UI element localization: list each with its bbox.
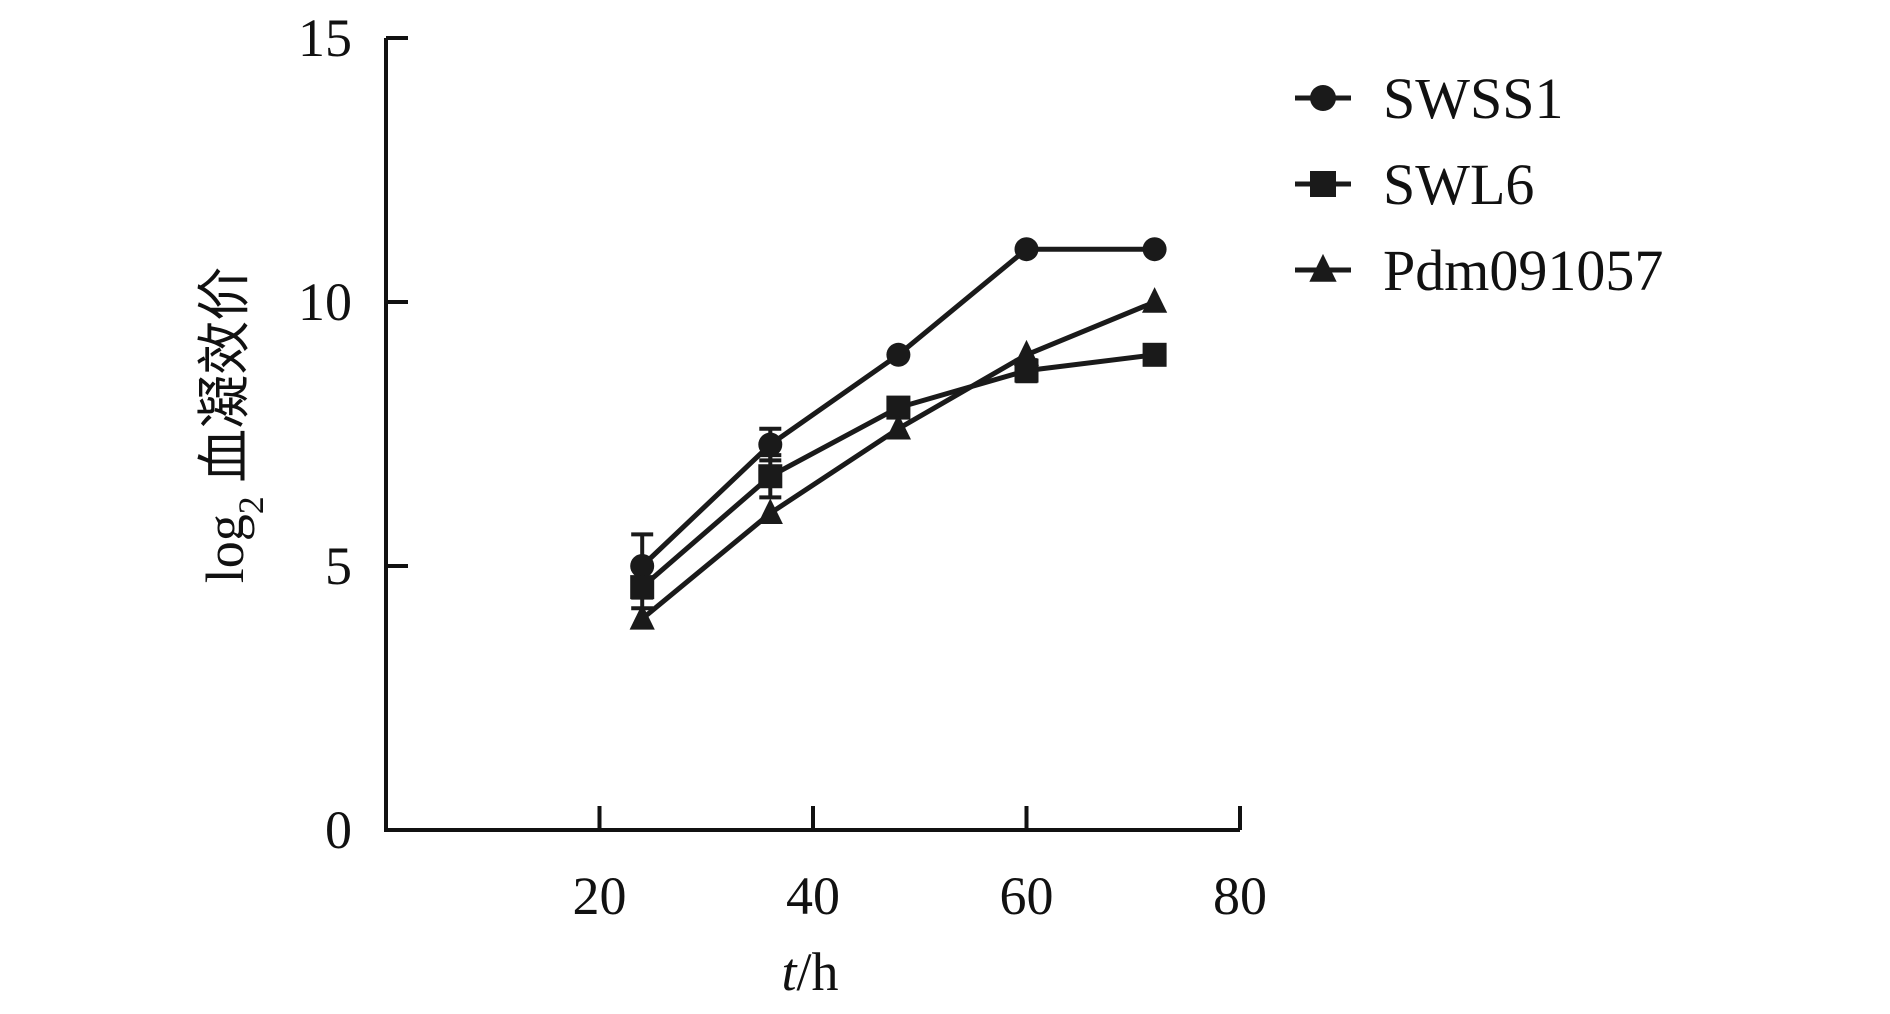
y-axis-label: log2 血凝效价 <box>195 267 271 584</box>
legend-swatch-marker <box>1310 85 1336 111</box>
data-point-swss1 <box>1014 237 1039 262</box>
data-point-pdm091057 <box>629 603 655 630</box>
data-point-pdm091057 <box>1013 339 1040 366</box>
legend: SWSS1 SWL6 Pdm091057 <box>1295 66 1663 303</box>
x-tick-label: 40 <box>786 866 840 926</box>
x-tick-label: 60 <box>1000 866 1054 926</box>
data-point-pdm091057 <box>1142 287 1168 313</box>
legend-label: SWSS1 <box>1383 66 1564 131</box>
y-axis-label-subscript: 2 <box>231 496 271 514</box>
series-swl6 <box>630 342 1167 611</box>
data-point-swss1 <box>758 432 783 457</box>
y-tick-label: 15 <box>298 8 352 68</box>
y-axis-label-text: 血凝效价 <box>195 267 255 497</box>
y-tick-label: 5 <box>325 536 352 596</box>
legend-swatch-marker <box>1309 253 1337 282</box>
x-axis-label-italic: t <box>781 942 798 1002</box>
legend-item-pdm091057: Pdm091057 <box>1295 238 1663 303</box>
y-tick-label: 0 <box>325 800 352 860</box>
data-point-pdm091057 <box>757 498 783 524</box>
legend-item-swl6: SWL6 <box>1295 152 1534 217</box>
data-point-swl6 <box>630 575 655 600</box>
x-axis-label: t/h <box>781 942 838 1002</box>
data-point-pdm091057 <box>885 413 911 440</box>
legend-item-swss1: SWSS1 <box>1295 66 1564 131</box>
x-tick-label: 80 <box>1213 866 1267 926</box>
series-layer <box>629 237 1168 630</box>
legend-swatch-marker <box>1310 171 1336 197</box>
data-point-swl6 <box>758 464 783 489</box>
y-axis-label-prefix: log <box>195 514 255 583</box>
data-point-swl6 <box>1142 342 1167 367</box>
data-point-swss1 <box>1142 237 1167 262</box>
axes: 20 40 60 80 0 5 10 15 <box>298 8 1267 926</box>
legend-label: Pdm091057 <box>1383 238 1663 303</box>
axis-labels: t/h log2 血凝效价 <box>195 267 839 1002</box>
y-tick-label: 10 <box>298 272 352 332</box>
x-tick-label: 20 <box>573 866 627 926</box>
data-point-swss1 <box>886 342 911 367</box>
x-axis-label-unit: /h <box>797 942 839 1002</box>
series-pdm091057 <box>629 287 1168 630</box>
legend-label: SWL6 <box>1383 152 1534 217</box>
